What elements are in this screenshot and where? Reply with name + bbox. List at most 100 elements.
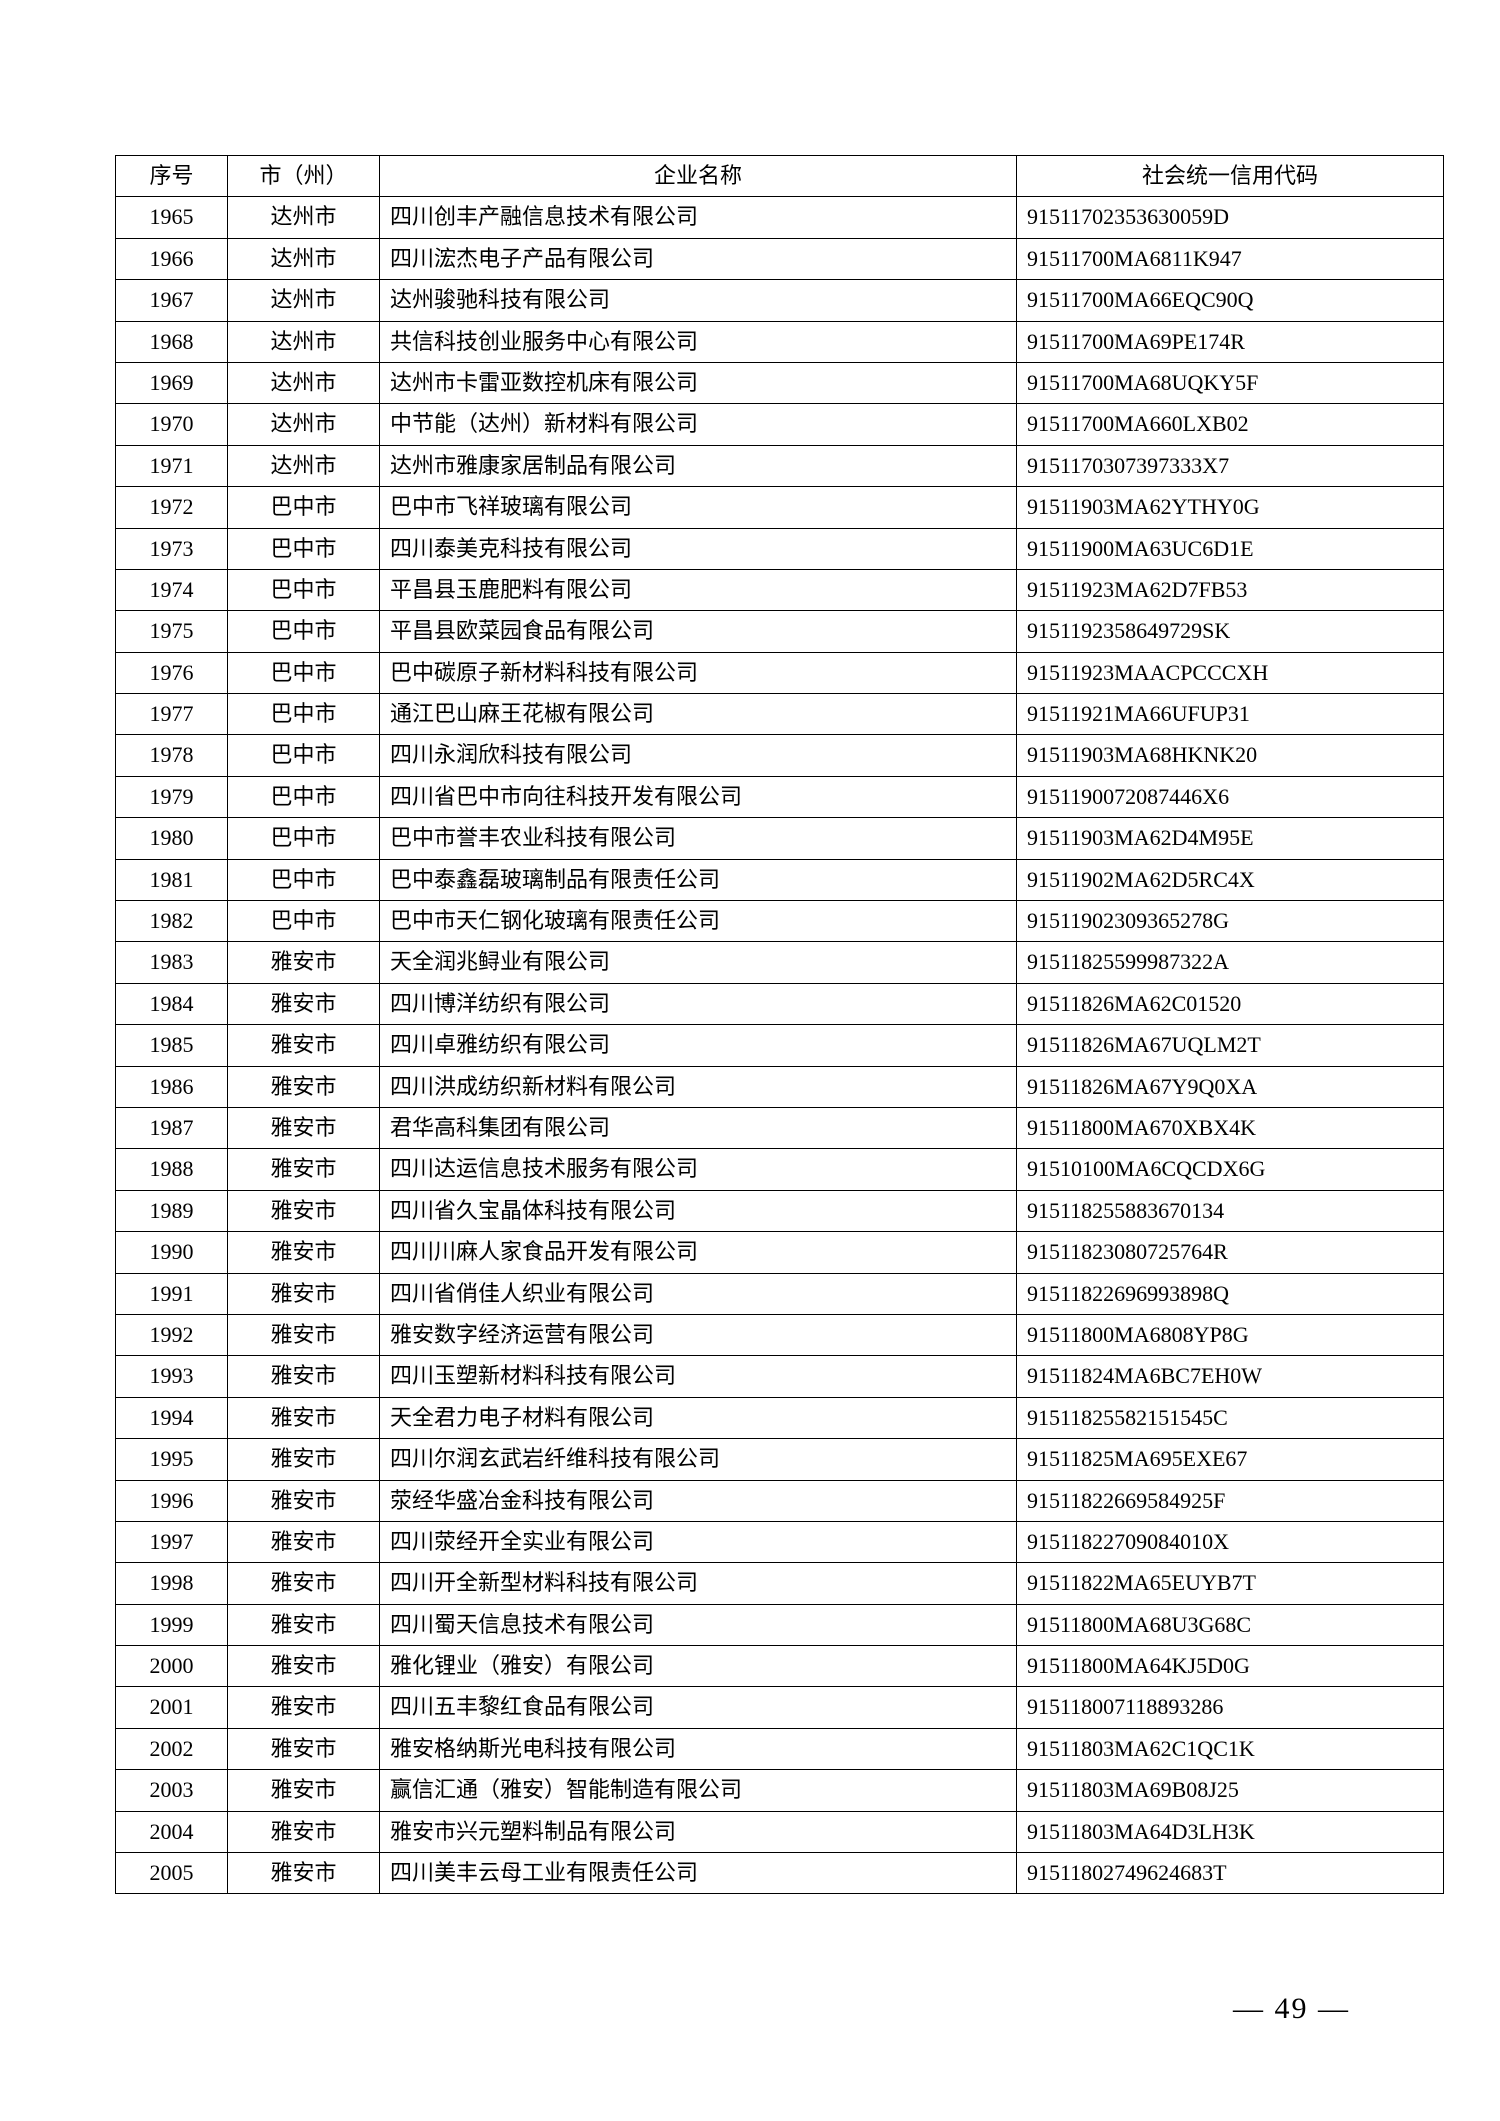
cell-code: 91511903MA62D4M95E bbox=[1017, 818, 1444, 859]
cell-name: 四川开全新型材料科技有限公司 bbox=[380, 1563, 1017, 1604]
cell-code: 91511822709084010X bbox=[1017, 1521, 1444, 1562]
cell-seq: 1967 bbox=[116, 280, 228, 321]
cell-seq: 1995 bbox=[116, 1439, 228, 1480]
cell-seq: 1994 bbox=[116, 1397, 228, 1438]
cell-seq: 1974 bbox=[116, 569, 228, 610]
table-row: 1976巴中市巴中碳原子新材料科技有限公司91511923MAACPCCCXH bbox=[116, 652, 1444, 693]
table-header-row: 序号 市（州） 企业名称 社会统一信用代码 bbox=[116, 156, 1444, 197]
cell-name: 四川省巴中市向往科技开发有限公司 bbox=[380, 776, 1017, 817]
cell-city: 雅安市 bbox=[228, 1232, 380, 1273]
table-row: 1985雅安市四川卓雅纺织有限公司91511826MA67UQLM2T bbox=[116, 1025, 1444, 1066]
cell-name: 共信科技创业服务中心有限公司 bbox=[380, 321, 1017, 362]
cell-code: 9151192358649729SK bbox=[1017, 611, 1444, 652]
cell-seq: 1990 bbox=[116, 1232, 228, 1273]
cell-name: 四川泰美克科技有限公司 bbox=[380, 528, 1017, 569]
cell-seq: 1966 bbox=[116, 238, 228, 279]
cell-seq: 1989 bbox=[116, 1190, 228, 1231]
table-row: 1991雅安市四川省俏佳人织业有限公司91511822696993898Q bbox=[116, 1273, 1444, 1314]
cell-city: 雅安市 bbox=[228, 1439, 380, 1480]
cell-seq: 1976 bbox=[116, 652, 228, 693]
cell-code: 91511823080725764R bbox=[1017, 1232, 1444, 1273]
table-row: 1987雅安市君华高科集团有限公司91511800MA670XBX4K bbox=[116, 1107, 1444, 1148]
cell-city: 雅安市 bbox=[228, 1521, 380, 1562]
cell-code: 91511800MA68U3G68C bbox=[1017, 1604, 1444, 1645]
table-row: 1993雅安市四川玉塑新材料科技有限公司91511824MA6BC7EH0W bbox=[116, 1356, 1444, 1397]
cell-code: 915118255883670134 bbox=[1017, 1190, 1444, 1231]
table-row: 1975巴中市平昌县欧菜园食品有限公司9151192358649729SK bbox=[116, 611, 1444, 652]
cell-seq: 1998 bbox=[116, 1563, 228, 1604]
cell-code: 91511902MA62D5RC4X bbox=[1017, 859, 1444, 900]
cell-code: 91511826MA67Y9Q0XA bbox=[1017, 1066, 1444, 1107]
cell-code: 91511822669584925F bbox=[1017, 1480, 1444, 1521]
cell-city: 达州市 bbox=[228, 404, 380, 445]
cell-seq: 1988 bbox=[116, 1149, 228, 1190]
cell-name: 雅安数字经济运营有限公司 bbox=[380, 1314, 1017, 1355]
table-row: 1984雅安市四川博洋纺织有限公司91511826MA62C01520 bbox=[116, 983, 1444, 1024]
cell-name: 四川玉塑新材料科技有限公司 bbox=[380, 1356, 1017, 1397]
table-row: 2002雅安市雅安格纳斯光电科技有限公司91511803MA62C1QC1K bbox=[116, 1728, 1444, 1769]
enterprise-table: 序号 市（州） 企业名称 社会统一信用代码 1965达州市四川创丰产融信息技术有… bbox=[115, 155, 1444, 1894]
cell-city: 巴中市 bbox=[228, 859, 380, 900]
table-row: 2005雅安市四川美丰云母工业有限责任公司91511802749624683T bbox=[116, 1853, 1444, 1894]
cell-code: 91511825582151545C bbox=[1017, 1397, 1444, 1438]
cell-seq: 1981 bbox=[116, 859, 228, 900]
table-row: 1988雅安市四川达运信息技术服务有限公司91510100MA6CQCDX6G bbox=[116, 1149, 1444, 1190]
cell-city: 雅安市 bbox=[228, 1728, 380, 1769]
cell-seq: 1965 bbox=[116, 197, 228, 238]
cell-city: 雅安市 bbox=[228, 983, 380, 1024]
cell-seq: 2004 bbox=[116, 1811, 228, 1852]
table-row: 1986雅安市四川洪成纺织新材料有限公司91511826MA67Y9Q0XA bbox=[116, 1066, 1444, 1107]
cell-seq: 1985 bbox=[116, 1025, 228, 1066]
cell-city: 巴中市 bbox=[228, 652, 380, 693]
cell-seq: 2003 bbox=[116, 1770, 228, 1811]
cell-city: 雅安市 bbox=[228, 1356, 380, 1397]
table-row: 1965达州市四川创丰产融信息技术有限公司91511702353630059D bbox=[116, 197, 1444, 238]
cell-name: 巴中市誉丰农业科技有限公司 bbox=[380, 818, 1017, 859]
cell-code: 91511700MA69PE174R bbox=[1017, 321, 1444, 362]
table-row: 1997雅安市四川荥经开全实业有限公司91511822709084010X bbox=[116, 1521, 1444, 1562]
table-row: 1996雅安市荥经华盛冶金科技有限公司91511822669584925F bbox=[116, 1480, 1444, 1521]
cell-code: 91511802749624683T bbox=[1017, 1853, 1444, 1894]
table-row: 1971达州市达州市雅康家居制品有限公司9151170307397333X7 bbox=[116, 445, 1444, 486]
cell-code: 91511800MA670XBX4K bbox=[1017, 1107, 1444, 1148]
cell-name: 巴中市天仁钢化玻璃有限责任公司 bbox=[380, 901, 1017, 942]
cell-name: 巴中市飞祥玻璃有限公司 bbox=[380, 487, 1017, 528]
table-row: 1966达州市四川浤杰电子产品有限公司91511700MA6811K947 bbox=[116, 238, 1444, 279]
cell-city: 雅安市 bbox=[228, 1604, 380, 1645]
table-row: 1981巴中市巴中泰鑫磊玻璃制品有限责任公司91511902MA62D5RC4X bbox=[116, 859, 1444, 900]
cell-name: 雅安格纳斯光电科技有限公司 bbox=[380, 1728, 1017, 1769]
cell-name: 四川达运信息技术服务有限公司 bbox=[380, 1149, 1017, 1190]
cell-city: 巴中市 bbox=[228, 901, 380, 942]
cell-name: 天全君力电子材料有限公司 bbox=[380, 1397, 1017, 1438]
cell-code: 9151190072087446X6 bbox=[1017, 776, 1444, 817]
table-row: 1983雅安市天全润兆鲟业有限公司91511825599987322A bbox=[116, 942, 1444, 983]
cell-name: 通江巴山麻王花椒有限公司 bbox=[380, 694, 1017, 735]
cell-city: 雅安市 bbox=[228, 1190, 380, 1231]
cell-code: 91511825599987322A bbox=[1017, 942, 1444, 983]
cell-code: 91511822696993898Q bbox=[1017, 1273, 1444, 1314]
cell-code: 91511800MA6808YP8G bbox=[1017, 1314, 1444, 1355]
cell-name: 四川创丰产融信息技术有限公司 bbox=[380, 197, 1017, 238]
cell-name: 君华高科集团有限公司 bbox=[380, 1107, 1017, 1148]
cell-seq: 1999 bbox=[116, 1604, 228, 1645]
cell-city: 雅安市 bbox=[228, 1687, 380, 1728]
cell-seq: 1992 bbox=[116, 1314, 228, 1355]
cell-name: 巴中碳原子新材料科技有限公司 bbox=[380, 652, 1017, 693]
cell-city: 达州市 bbox=[228, 362, 380, 403]
cell-name: 荥经华盛冶金科技有限公司 bbox=[380, 1480, 1017, 1521]
cell-code: 91511803MA69B08J25 bbox=[1017, 1770, 1444, 1811]
cell-name: 巴中泰鑫磊玻璃制品有限责任公司 bbox=[380, 859, 1017, 900]
cell-city: 雅安市 bbox=[228, 1646, 380, 1687]
cell-seq: 2001 bbox=[116, 1687, 228, 1728]
cell-code: 91511903MA68HKNK20 bbox=[1017, 735, 1444, 776]
cell-seq: 1978 bbox=[116, 735, 228, 776]
cell-code: 91510100MA6CQCDX6G bbox=[1017, 1149, 1444, 1190]
table-row: 2000雅安市雅化锂业（雅安）有限公司91511800MA64KJ5D0G bbox=[116, 1646, 1444, 1687]
col-header-code: 社会统一信用代码 bbox=[1017, 156, 1444, 197]
cell-code: 91511903MA62YTHY0G bbox=[1017, 487, 1444, 528]
cell-seq: 1977 bbox=[116, 694, 228, 735]
col-header-name: 企业名称 bbox=[380, 156, 1017, 197]
cell-seq: 1979 bbox=[116, 776, 228, 817]
table-row: 1977巴中市通江巴山麻王花椒有限公司91511921MA66UFUP31 bbox=[116, 694, 1444, 735]
table-row: 1998雅安市四川开全新型材料科技有限公司91511822MA65EUYB7T bbox=[116, 1563, 1444, 1604]
